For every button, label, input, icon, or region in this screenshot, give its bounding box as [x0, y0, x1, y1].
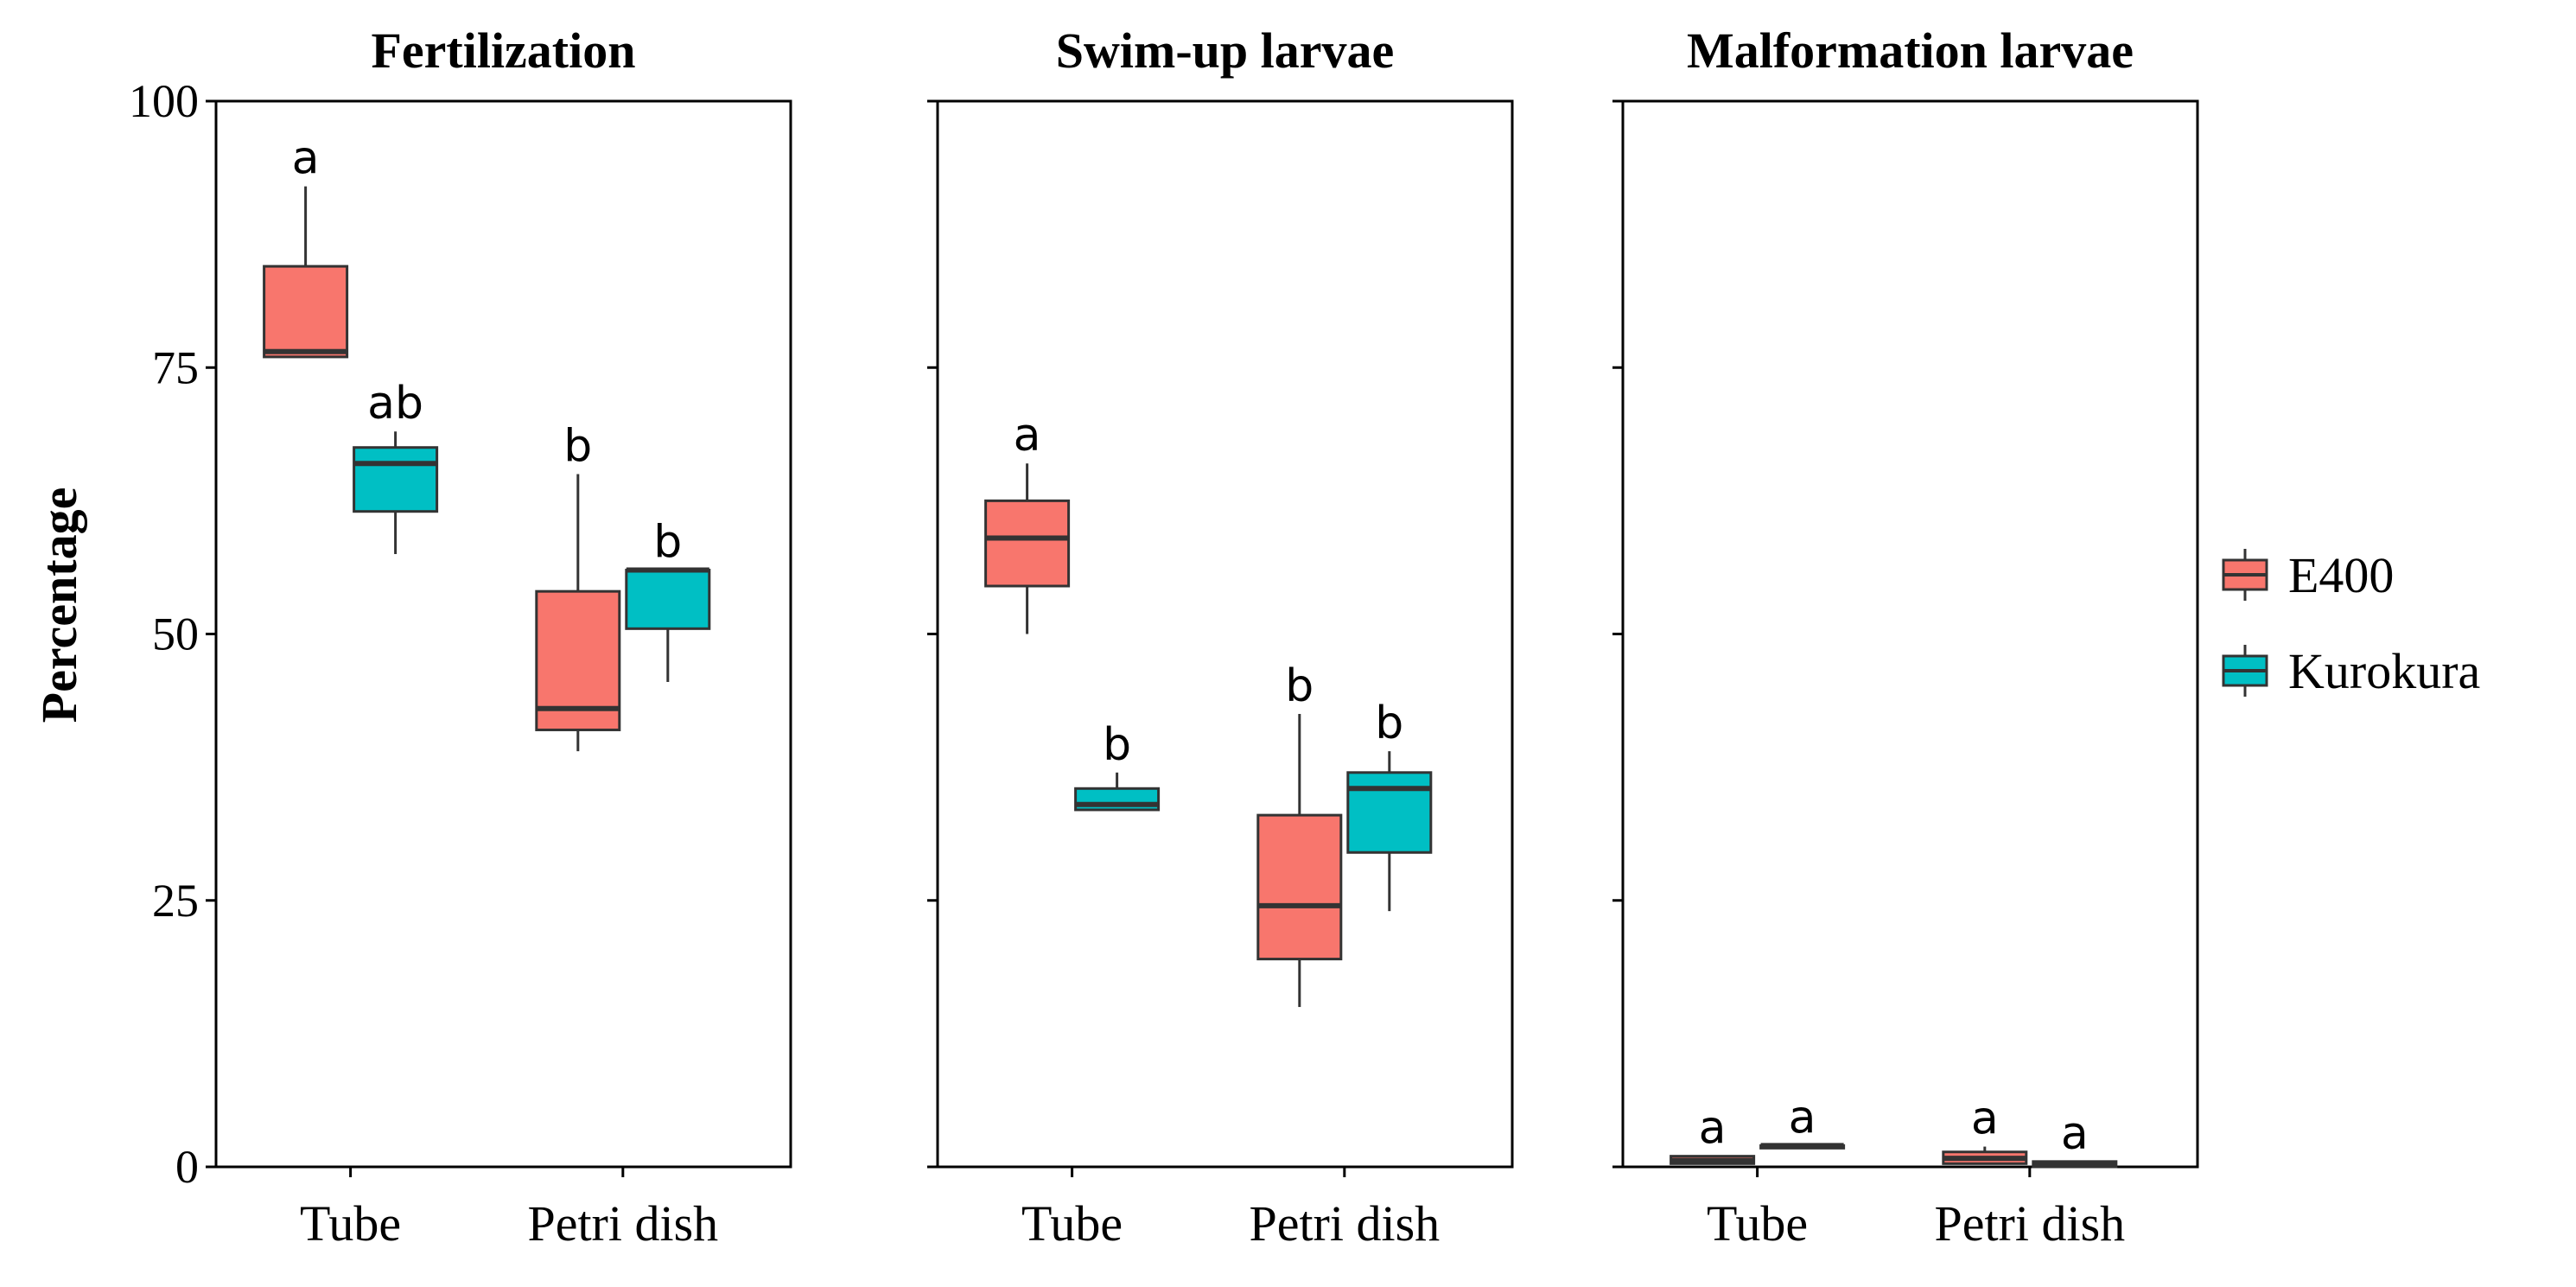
x-tick-label: Tube: [1707, 1195, 1808, 1252]
panel-frame: [936, 99, 1514, 1169]
y-tick-label: 50: [152, 608, 199, 660]
box-kurokura-tube: a: [1759, 1092, 1846, 1150]
y-tick-label: 0: [175, 1141, 199, 1193]
y-tick-label: 100: [129, 75, 199, 127]
box-kurokura-petri-dish: a: [2032, 1108, 2118, 1169]
box-e400-tube: a: [1670, 1103, 1756, 1165]
iqr-box: [353, 446, 439, 513]
legend-label: E400: [2288, 547, 2394, 603]
panel-1: Fertilization 0 25 50 75 100 Tube Petri dish a ab…: [129, 22, 792, 1252]
iqr-box: [1346, 771, 1433, 854]
x-tick-label: Tube: [300, 1195, 401, 1252]
significance-label: b: [1285, 660, 1313, 712]
significance-label: ab: [367, 378, 423, 430]
significance-label: a: [292, 133, 320, 185]
iqr-box: [984, 499, 1071, 588]
panel-2: Swim-up larvae Tube Petri dish a b b b: [927, 22, 1514, 1252]
legend-label: Kurokura: [2288, 643, 2480, 699]
box-kurokura-tube: ab: [353, 378, 439, 555]
legend-item-e400: E400: [2222, 547, 2394, 603]
panel-title: Fertilization: [371, 22, 635, 79]
box-e400-petri-dish: b: [535, 421, 621, 752]
y-tick-label: 75: [152, 341, 199, 393]
panel-frame: [214, 99, 792, 1169]
significance-label: a: [1699, 1103, 1727, 1155]
iqr-box: [1256, 813, 1343, 961]
significance-label: b: [653, 517, 682, 569]
y-axis-label: Percentage: [31, 487, 87, 723]
significance-label: b: [563, 421, 592, 473]
significance-label: b: [1103, 719, 1131, 771]
box-kurokura-petri-dish: b: [1346, 698, 1433, 912]
significance-label: a: [1789, 1092, 1816, 1144]
significance-label: a: [1014, 410, 1041, 462]
legend: E400 Kurokura: [2222, 547, 2480, 699]
iqr-box: [625, 569, 711, 630]
x-tick-label: Petri dish: [527, 1195, 718, 1252]
panel-title: Swim-up larvae: [1056, 22, 1395, 79]
y-tick-label: 25: [152, 875, 199, 927]
box-kurokura-petri-dish: b: [625, 517, 711, 682]
iqr-box: [263, 264, 349, 359]
box-e400-tube: a: [263, 133, 349, 359]
x-tick-label: Petri dish: [1934, 1195, 2125, 1252]
box-e400-tube: a: [984, 410, 1071, 634]
box-kurokura-tube: b: [1074, 719, 1161, 812]
significance-label: a: [1971, 1093, 1999, 1145]
panel-title: Malformation larvae: [1687, 22, 2134, 79]
significance-label: b: [1375, 698, 1403, 749]
x-tick-label: Tube: [1021, 1195, 1123, 1252]
box-e400-petri-dish: b: [1256, 660, 1343, 1008]
x-tick-label: Petri dish: [1249, 1195, 1440, 1252]
box-e400-petri-dish: a: [1942, 1093, 2028, 1165]
significance-label: a: [2061, 1108, 2089, 1160]
panel-3: Malformation larvae Tube Petri dish a a a a: [1612, 22, 2199, 1252]
legend-item-kurokura: Kurokura: [2222, 643, 2480, 699]
panel-frame: [1621, 99, 2199, 1169]
